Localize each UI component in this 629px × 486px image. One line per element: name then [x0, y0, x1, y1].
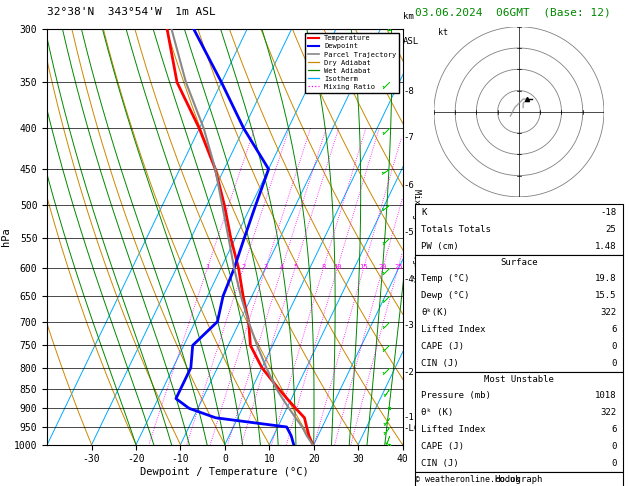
Text: ASL: ASL	[403, 37, 419, 47]
Text: 5: 5	[293, 264, 298, 270]
Text: Totals Totals: Totals Totals	[421, 225, 491, 234]
Text: CIN (J): CIN (J)	[421, 459, 459, 468]
Text: -6: -6	[404, 181, 415, 190]
Bar	[415, 204, 623, 255]
Y-axis label: hPa: hPa	[1, 227, 11, 246]
Text: PW (cm): PW (cm)	[421, 242, 459, 251]
Text: 1018: 1018	[595, 391, 616, 400]
Text: 15: 15	[360, 264, 368, 270]
Text: Pressure (mb): Pressure (mb)	[421, 391, 491, 400]
Text: 4: 4	[280, 264, 284, 270]
Text: Surface: Surface	[500, 258, 538, 267]
Text: -2: -2	[404, 368, 415, 377]
Text: 25: 25	[394, 264, 403, 270]
Bar	[415, 472, 623, 486]
Text: -1: -1	[404, 413, 415, 422]
Text: 32°38'N  343°54'W  1m ASL: 32°38'N 343°54'W 1m ASL	[47, 7, 216, 17]
Text: Hodograph: Hodograph	[495, 475, 543, 484]
Bar	[415, 372, 623, 472]
Text: 0: 0	[611, 442, 616, 451]
Text: 3: 3	[264, 264, 268, 270]
Text: Mixing Ratio (g/kg): Mixing Ratio (g/kg)	[412, 190, 421, 284]
Text: -3: -3	[404, 321, 415, 330]
Text: Lifted Index: Lifted Index	[421, 425, 486, 434]
Bar	[415, 255, 623, 372]
Text: CAPE (J): CAPE (J)	[421, 442, 464, 451]
Text: θᵏ(K): θᵏ(K)	[421, 308, 448, 317]
Text: 6: 6	[611, 325, 616, 334]
Text: Lifted Index: Lifted Index	[421, 325, 486, 334]
Text: 15.5: 15.5	[595, 291, 616, 300]
Text: Most Unstable: Most Unstable	[484, 375, 554, 384]
Text: 25: 25	[606, 225, 616, 234]
Text: 6: 6	[611, 425, 616, 434]
Text: 2: 2	[242, 264, 246, 270]
Text: 0: 0	[611, 359, 616, 368]
Text: Temp (°C): Temp (°C)	[421, 274, 470, 283]
Text: CIN (J): CIN (J)	[421, 359, 459, 368]
Text: -4: -4	[404, 275, 415, 284]
Text: -5: -5	[404, 227, 415, 237]
Text: CAPE (J): CAPE (J)	[421, 342, 464, 351]
Text: -LCL: -LCL	[404, 424, 425, 434]
Text: 0: 0	[611, 342, 616, 351]
Legend: Temperature, Dewpoint, Parcel Trajectory, Dry Adiabat, Wet Adiabat, Isotherm, Mi: Temperature, Dewpoint, Parcel Trajectory…	[305, 33, 399, 93]
Text: 03.06.2024  06GMT  (Base: 12): 03.06.2024 06GMT (Base: 12)	[415, 7, 611, 17]
Text: 20: 20	[379, 264, 387, 270]
Text: 1.48: 1.48	[595, 242, 616, 251]
X-axis label: Dewpoint / Temperature (°C): Dewpoint / Temperature (°C)	[140, 467, 309, 477]
Text: Dewp (°C): Dewp (°C)	[421, 291, 470, 300]
Text: θᵏ (K): θᵏ (K)	[421, 408, 454, 417]
Text: 19.8: 19.8	[595, 274, 616, 283]
Text: K: K	[421, 208, 426, 217]
Text: © weatheronline.co.uk: © weatheronline.co.uk	[415, 474, 520, 484]
Text: km: km	[403, 12, 413, 21]
Text: 0: 0	[611, 459, 616, 468]
Text: -18: -18	[600, 208, 616, 217]
Text: -7: -7	[404, 133, 415, 142]
Text: kt: kt	[438, 28, 448, 37]
Text: 322: 322	[600, 308, 616, 317]
Text: 8: 8	[321, 264, 326, 270]
Text: 10: 10	[333, 264, 342, 270]
Text: -8: -8	[404, 87, 415, 96]
Text: 322: 322	[600, 408, 616, 417]
Text: 1: 1	[206, 264, 210, 270]
